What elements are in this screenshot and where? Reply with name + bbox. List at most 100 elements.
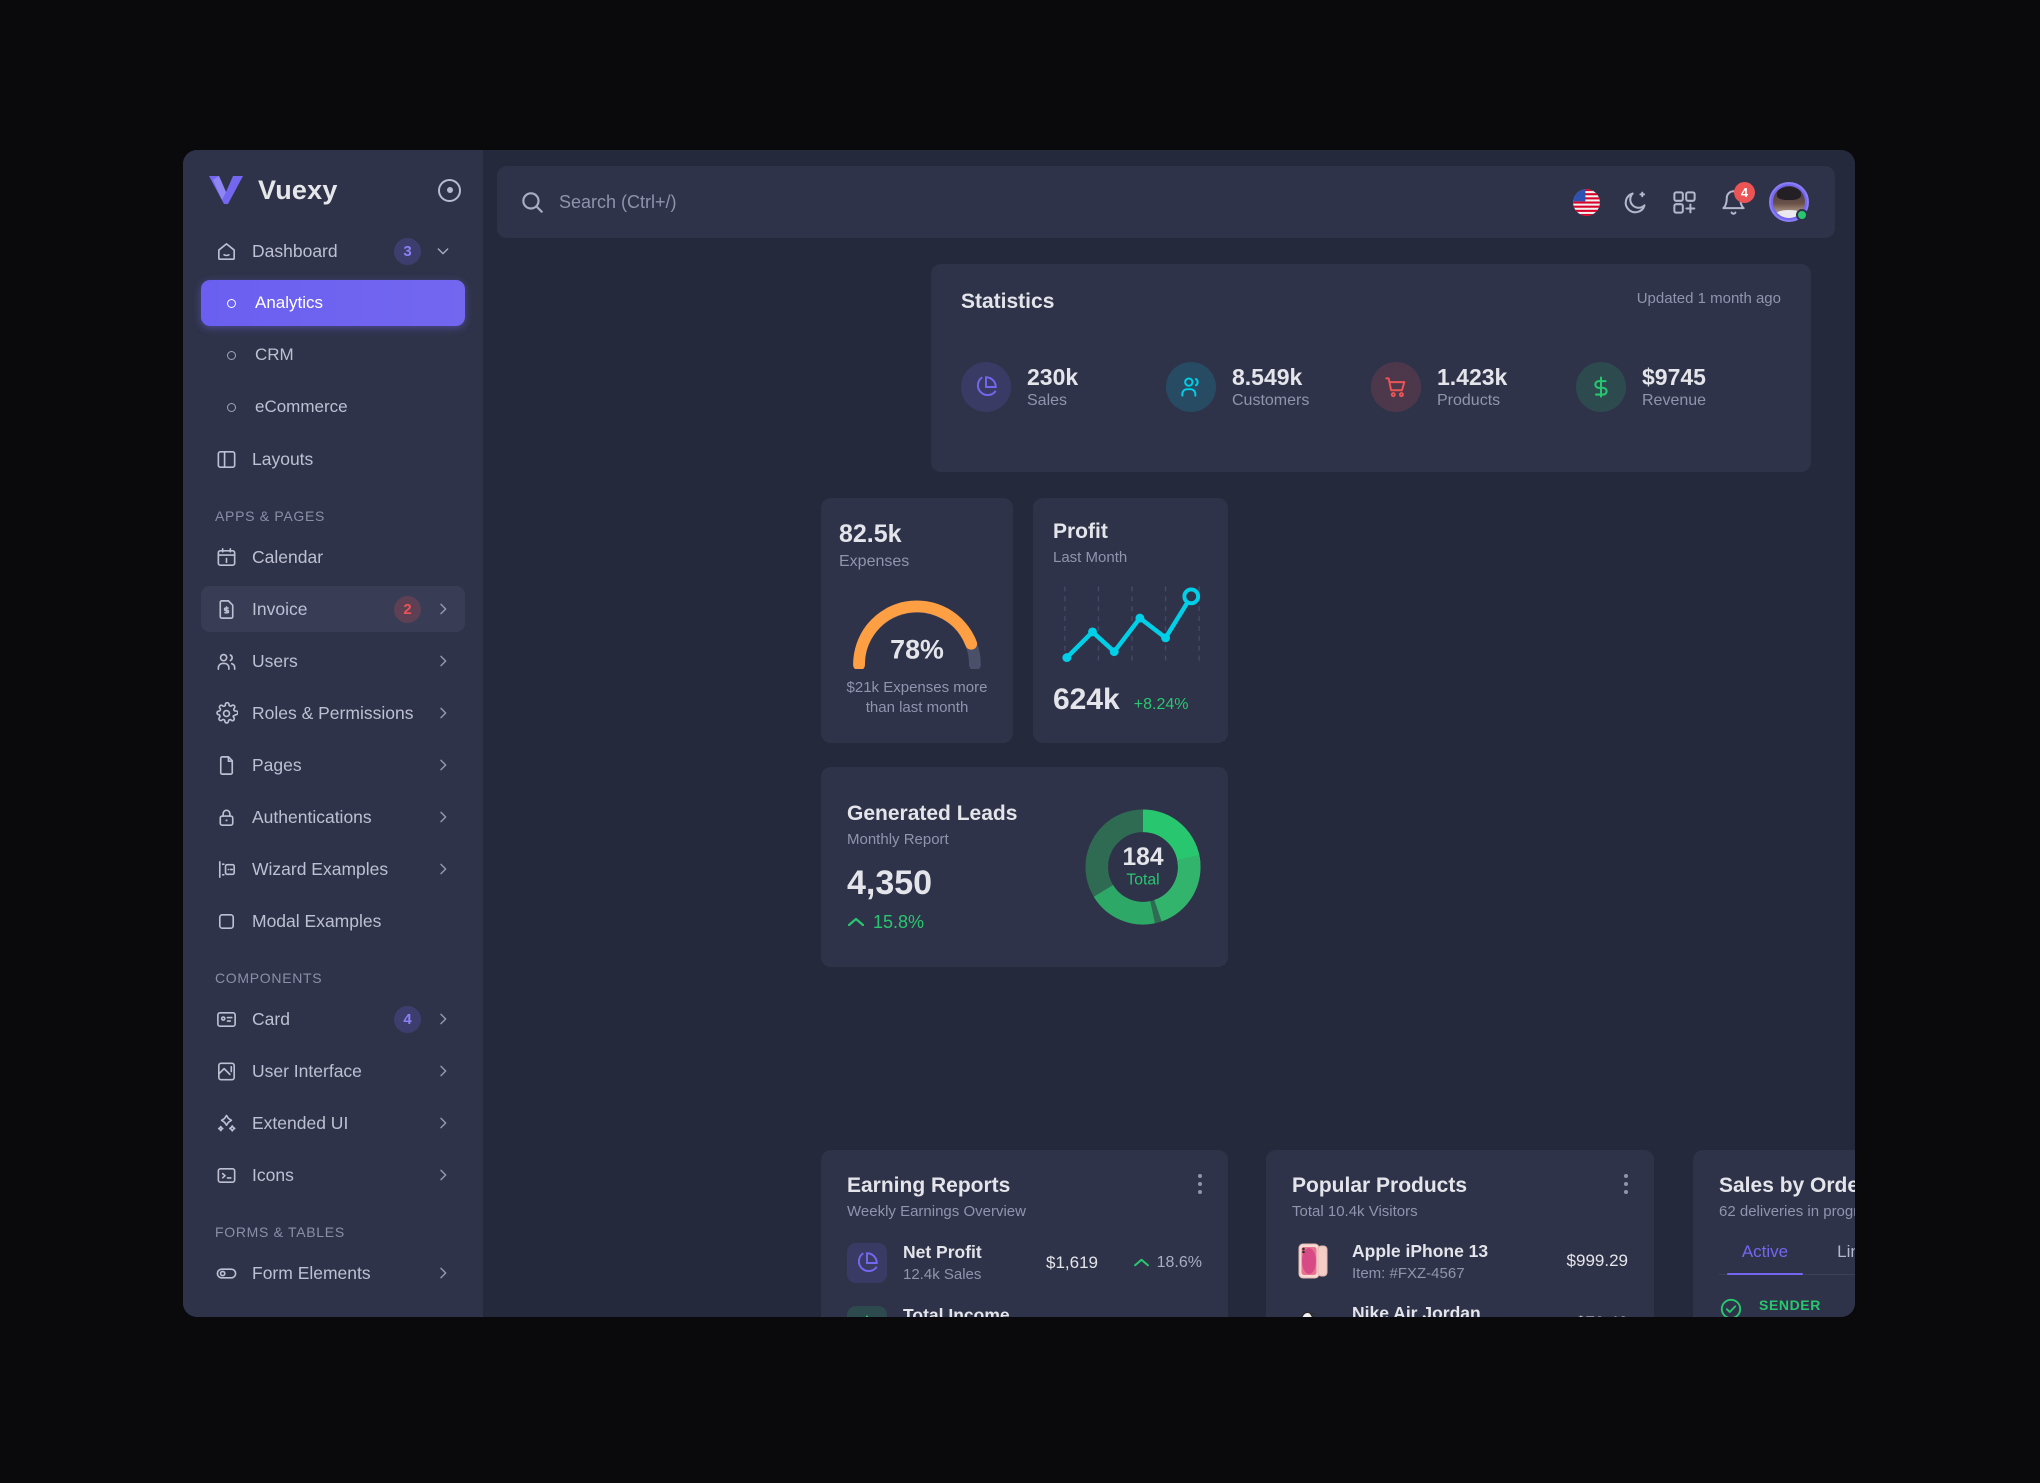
brand[interactable]: Vuexy [183,150,483,228]
orders-timeline: SENDERMyrtle Ullrich101 Boulder, Califor… [1719,1297,1855,1317]
statistic-item: 1.423k Products [1371,362,1576,412]
product-price: $999.29 [1566,1251,1628,1270]
orders-header: Sales by Orders 62 deliveries in progres… [1719,1174,1855,1220]
sidebar-item-extended-ui[interactable]: Extended UI [201,1100,465,1146]
grid-plus-icon[interactable] [1671,189,1698,216]
sidebar-item-label: Icons [252,1164,294,1185]
wizard-icon [215,858,238,881]
sidebar-item-label: Roles & Permissions [252,702,414,723]
sidebar-item-user-interface[interactable]: User Interface [201,1048,465,1094]
notifications-button[interactable]: 4 [1720,181,1755,216]
statistic-label: Revenue [1642,392,1707,410]
users-icon [215,650,238,673]
file-icon [215,754,238,777]
expenses-label: Expenses [839,553,910,570]
sidebar-item-authentications[interactable]: Authentications [201,794,465,840]
us-flag-icon[interactable] [1573,188,1600,216]
dot-icon [227,402,236,412]
statistic-value: 230k [1027,363,1079,390]
expenses-percent-text: 78% [890,634,944,664]
sidebar-item-label: CRM [255,345,294,364]
search-icon[interactable] [519,189,545,215]
sidebar-item-calendar[interactable]: Calendar [201,534,465,580]
earning-row: Net Profit 12.4k Sales $1,619 18.6% [847,1242,1202,1283]
sidebar-item-dashboard[interactable]: Dashboard 3 [201,228,465,274]
sidebar-item-crm[interactable]: CRM [201,332,465,378]
expenses-note: $21k Expenses more than last month [846,679,988,717]
statistic-item: $9745 Revenue [1576,362,1781,412]
statistics-title: Statistics [961,290,1055,313]
leads-value: 4,350 [847,863,933,902]
sidebar-item-wizard-examples[interactable]: Wizard Examples [201,846,465,892]
timeline-row: SENDERMyrtle Ullrich101 Boulder, Califor… [1719,1297,1855,1317]
moon-icon[interactable] [1622,189,1649,216]
sidebar-item-label: Extended UI [252,1112,349,1133]
earning-row-pct: 18.6% [1156,1253,1202,1271]
sidebar-item-roles-permissions[interactable]: Roles & Permissions [201,690,465,736]
pin-circle-icon[interactable] [438,178,461,202]
more-vertical-icon[interactable] [1198,1174,1202,1194]
profit-sparkline [1062,586,1201,664]
avatar[interactable] [1769,182,1809,222]
orders-title: Sales by Orders [1719,1174,1855,1197]
sidebar-item-form-layouts[interactable]: Form Layouts [201,1302,465,1317]
leads-subtitle: Monthly Report [847,830,949,848]
sidebar-nav: Dashboard 3 Analytics CRM eCommerce Layouts AP… [183,228,483,1317]
more-vertical-icon[interactable] [1624,1174,1628,1194]
tab-links[interactable]: Links [1837,1242,1855,1261]
chevron-right-icon [435,1011,451,1027]
profit-value: 624k [1053,683,1120,716]
earning-row-title: Total Income [903,1305,1010,1317]
sidebar-item-icons[interactable]: Icons [201,1152,465,1198]
sidebar-item-invoice[interactable]: Invoice 2 [201,586,465,632]
leads-donut: 184 Total [1085,809,1201,925]
sidebar: Vuexy Dashboard 3 Analytics CRM eCommerce Lay… [183,150,483,1317]
main-content: 4 Statistics Updated 1 month ago 230k Sal… [483,150,1855,1317]
sidebar-item-badge: 3 [394,237,421,265]
popular-title: Popular Products [1292,1174,1468,1197]
sidebar-item-card[interactable]: Card 4 [201,996,465,1042]
calendar-icon [215,546,238,569]
tab-active[interactable]: Active [1719,1242,1811,1275]
sidebar-item-modal-examples[interactable]: Modal Examples [201,898,465,944]
leads-donut-value: 184 [1122,844,1163,871]
chevron-right-icon [435,705,451,721]
sidebar-item-badge: 4 [394,1005,421,1033]
earning-title: Earning Reports [847,1174,1011,1197]
sneaker-icon [1292,1302,1334,1317]
sidebar-item-form-elements[interactable]: Form Elements [201,1250,465,1296]
sidebar-section-header: APPS & PAGES [215,508,326,524]
sidebar-item-label: Card [252,1008,290,1029]
check-circle-icon [1719,1297,1743,1317]
iphone-icon [1292,1240,1334,1282]
earning-reports-card: Earning Reports Weekly Earnings Overview… [821,1150,1228,1317]
chevron-right-icon [435,809,451,825]
layout-icon [215,448,238,471]
sidebar-item-label: Form Elements [252,1262,371,1283]
square-icon [215,910,238,933]
brand-name: Vuexy [258,174,338,205]
sidebar-item-label: Modal Examples [252,910,382,931]
sidebar-item-label: Users [252,650,298,671]
sidebar-item-label: User Interface [252,1060,362,1081]
sidebar-item-label: Layouts [252,448,314,469]
product-row: Apple iPhone 13 Item: #FXZ-4567 $999.29 [1292,1240,1628,1282]
sidebar-item-label: eCommerce [255,397,348,416]
search-input[interactable] [559,191,1573,213]
leads-change: 15.8% [847,912,1084,933]
sidebar-item-layouts[interactable]: Layouts [201,436,465,482]
dot-icon [227,298,236,308]
leads-title: Generated Leads [847,801,1018,825]
lock-icon [215,806,238,829]
sidebar-section-header: FORMS & TABLES [215,1224,345,1240]
sidebar-item-ecommerce[interactable]: eCommerce [201,384,465,430]
pie-chart-icon [961,362,1011,412]
sidebar-item-label: Pages [252,754,302,775]
statistics-card: Statistics Updated 1 month ago 230k Sales… [931,264,1811,472]
sidebar-item-users[interactable]: Users [201,638,465,684]
chevron-right-icon [435,1167,451,1183]
sidebar-item-label: Authentications [252,806,372,827]
sidebar-item-pages[interactable]: Pages [201,742,465,788]
sidebar-item-analytics[interactable]: Analytics [201,280,465,326]
profit-change: +8.24% [1133,696,1189,713]
